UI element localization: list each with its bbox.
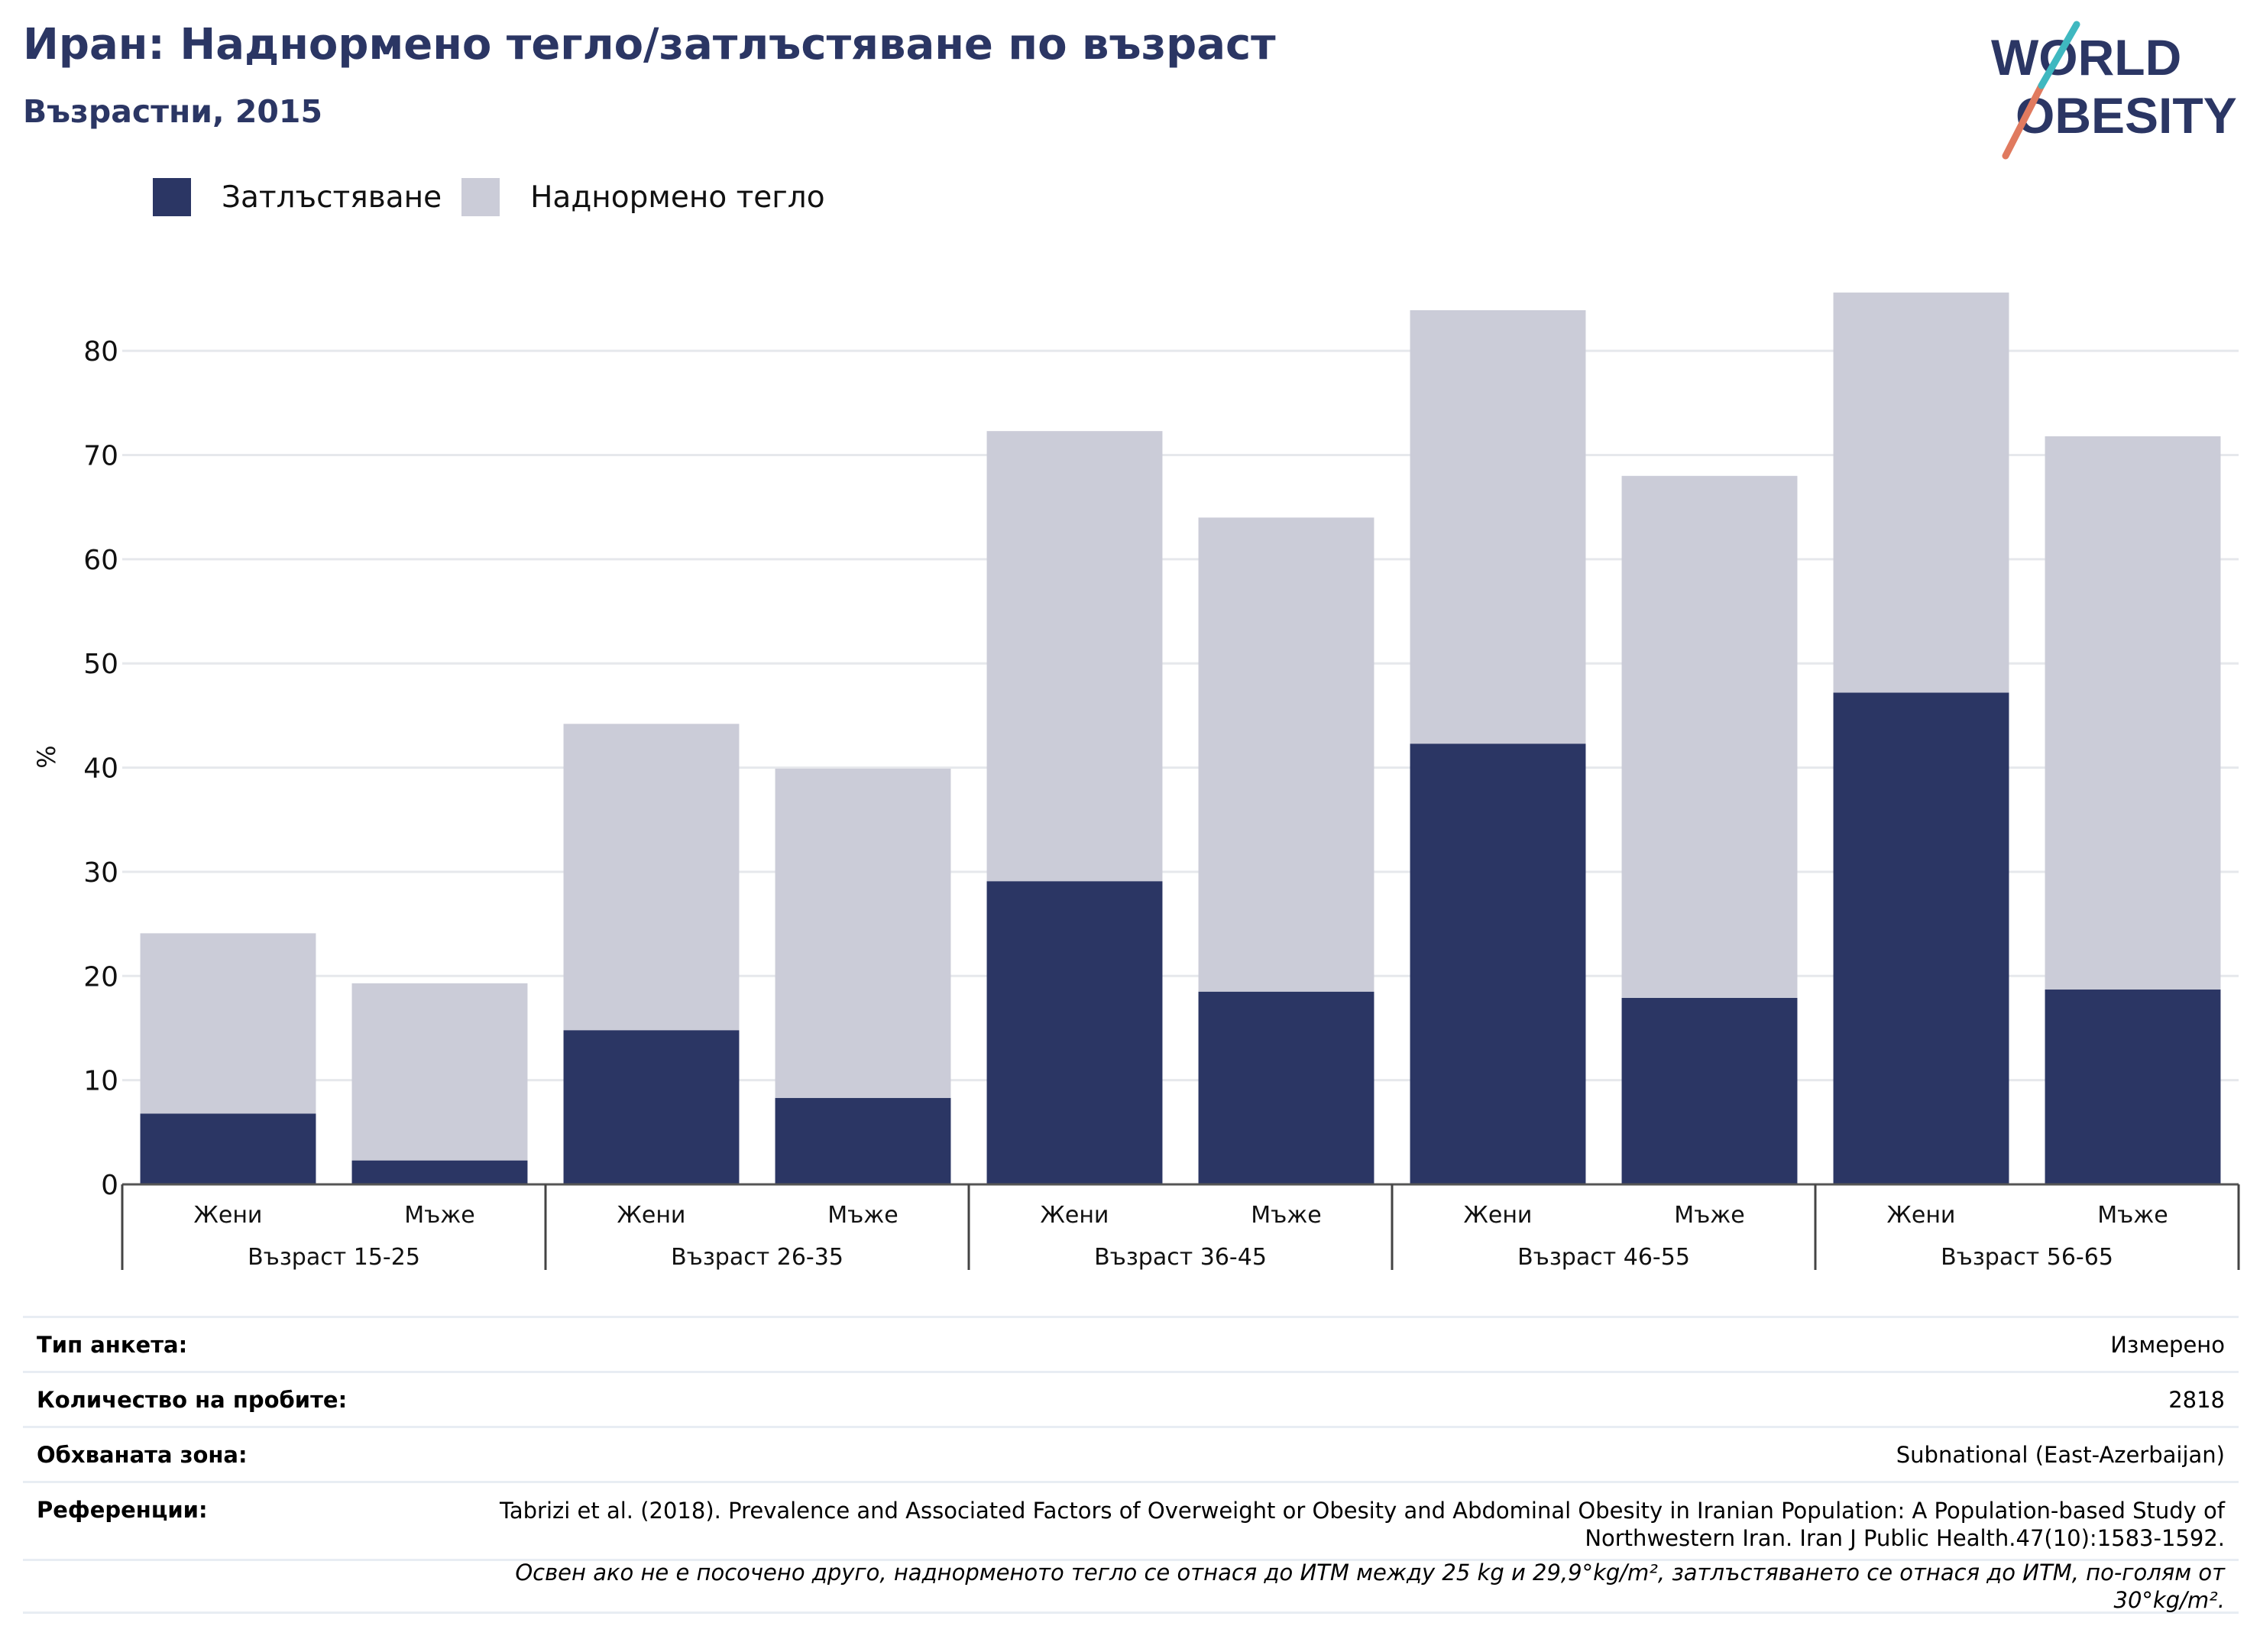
legend-label-overweight: Наднормено тегло (530, 180, 825, 215)
logo-slash-red (2002, 82, 2045, 160)
legend-item-overweight[interactable]: Наднормено тегло (461, 178, 825, 216)
logo-text-obesity: OBESITY (2016, 87, 2237, 144)
x-tick-label: Мъже (1251, 1202, 1322, 1229)
x-tick-label: Жени (1464, 1202, 1533, 1229)
group-label: Възраст 26-35 (671, 1244, 843, 1271)
y-tick-label: 20 (83, 961, 118, 993)
logo-text-world: WORLD (1991, 29, 2181, 86)
info-table: Тип анкета: Измерено Количество на проби… (23, 1316, 2239, 1614)
area-value: Subnational (East-Azerbaijan) (1896, 1441, 2225, 1468)
x-tick-label: Жени (617, 1202, 686, 1229)
references-label: Референции: (37, 1497, 208, 1523)
footnote-text: Освен ако не е посочено друго, наднормен… (515, 1560, 2225, 1613)
bar-obesity (986, 881, 1163, 1184)
info-row-survey-type: Тип анкета: Измерено (23, 1316, 2239, 1371)
legend-swatch-overweight (461, 178, 500, 216)
y-tick-label: 50 (83, 649, 118, 680)
info-row-references: Референции: Tabrizi et al. (2018). Preva… (23, 1481, 2239, 1559)
x-tick-label: Мъже (2097, 1202, 2168, 1229)
bar-overweight (1198, 517, 1374, 992)
y-axis-label: % (32, 745, 61, 768)
info-row-area: Обхваната зона: Subnational (East-Azerba… (23, 1426, 2239, 1481)
y-tick-label: 40 (83, 753, 118, 785)
group-label: Възраст 36-45 (1094, 1244, 1267, 1271)
bar-overweight (2045, 436, 2221, 990)
area-label: Обхваната зона: (37, 1441, 248, 1468)
bar-obesity (140, 1113, 316, 1184)
bar-overweight (775, 768, 951, 1098)
x-tick-label: Мъже (1674, 1202, 1745, 1229)
info-row-footnote: Освен ако не е посочено друго, наднормен… (23, 1559, 2239, 1614)
y-tick-label: 70 (83, 441, 118, 472)
bar-obesity (775, 1097, 951, 1184)
y-tick-label: 0 (101, 1170, 118, 1201)
legend-swatch-obesity (153, 178, 191, 216)
bar-overweight (986, 431, 1163, 882)
y-tick-label: 80 (83, 336, 118, 368)
bar-obesity (2045, 990, 2221, 1184)
references-value: Tabrizi et al. (2018). Prevalence and As… (499, 1498, 2225, 1551)
group-label: Възраст 15-25 (248, 1244, 420, 1271)
sample-size-value: 2818 (2168, 1386, 2225, 1413)
bar-obesity (1410, 743, 1586, 1184)
bar-overweight (1833, 292, 2009, 693)
x-tick-label: Жени (1887, 1202, 1956, 1229)
legend-item-obesity[interactable]: Затлъстяване (153, 178, 442, 216)
bar-obesity (351, 1160, 528, 1184)
info-row-sample-size: Количество на пробите: 2818 (23, 1371, 2239, 1426)
bar-overweight (563, 724, 740, 1031)
chart-legend: Затлъстяване Наднормено тегло (153, 174, 845, 220)
legend-label-obesity: Затлъстяване (222, 180, 442, 215)
x-tick-label: Жени (1041, 1202, 1109, 1229)
group-label: Възраст 46-55 (1517, 1244, 1690, 1271)
bar-chart: 0 10 20 30 40 50 60 70 80 Жени Мъже Жени Мъже Жени Мъж… (32, 292, 2240, 1271)
survey-type-value: Измерено (2110, 1331, 2225, 1358)
bar-obesity (1621, 997, 1798, 1184)
survey-type-label: Тип анкета: (37, 1331, 188, 1358)
bar-overweight (351, 983, 528, 1161)
bars (140, 292, 2221, 1184)
logo-slash-teal (2038, 21, 2080, 89)
bar-obesity (1198, 991, 1374, 1184)
bar-overweight (1410, 309, 1586, 744)
group-label: Възраст 56-65 (1941, 1244, 2113, 1271)
axes: 0 10 20 30 40 50 60 70 80 Жени Мъже Жени Мъже Жени Мъж… (83, 336, 2240, 1271)
y-tick-label: 30 (83, 857, 118, 889)
y-tick-label: 10 (83, 1066, 118, 1097)
bar-obesity (563, 1030, 740, 1184)
world-obesity-logo: WORLD OBESITY (1991, 21, 2237, 160)
x-tick-label: Мъже (404, 1202, 475, 1229)
chart-title: Иран: Наднормено тегло/затлъстяване по в… (23, 20, 1276, 70)
sample-size-label: Количество на пробите: (37, 1386, 348, 1413)
x-tick-label: Мъже (827, 1202, 898, 1229)
bar-overweight (140, 933, 316, 1114)
x-tick-label: Жени (194, 1202, 263, 1229)
y-tick-label: 60 (83, 545, 118, 576)
chart-subtitle: Възрастни, 2015 (23, 93, 322, 130)
bar-overweight (1621, 475, 1798, 998)
bar-obesity (1833, 692, 2009, 1184)
